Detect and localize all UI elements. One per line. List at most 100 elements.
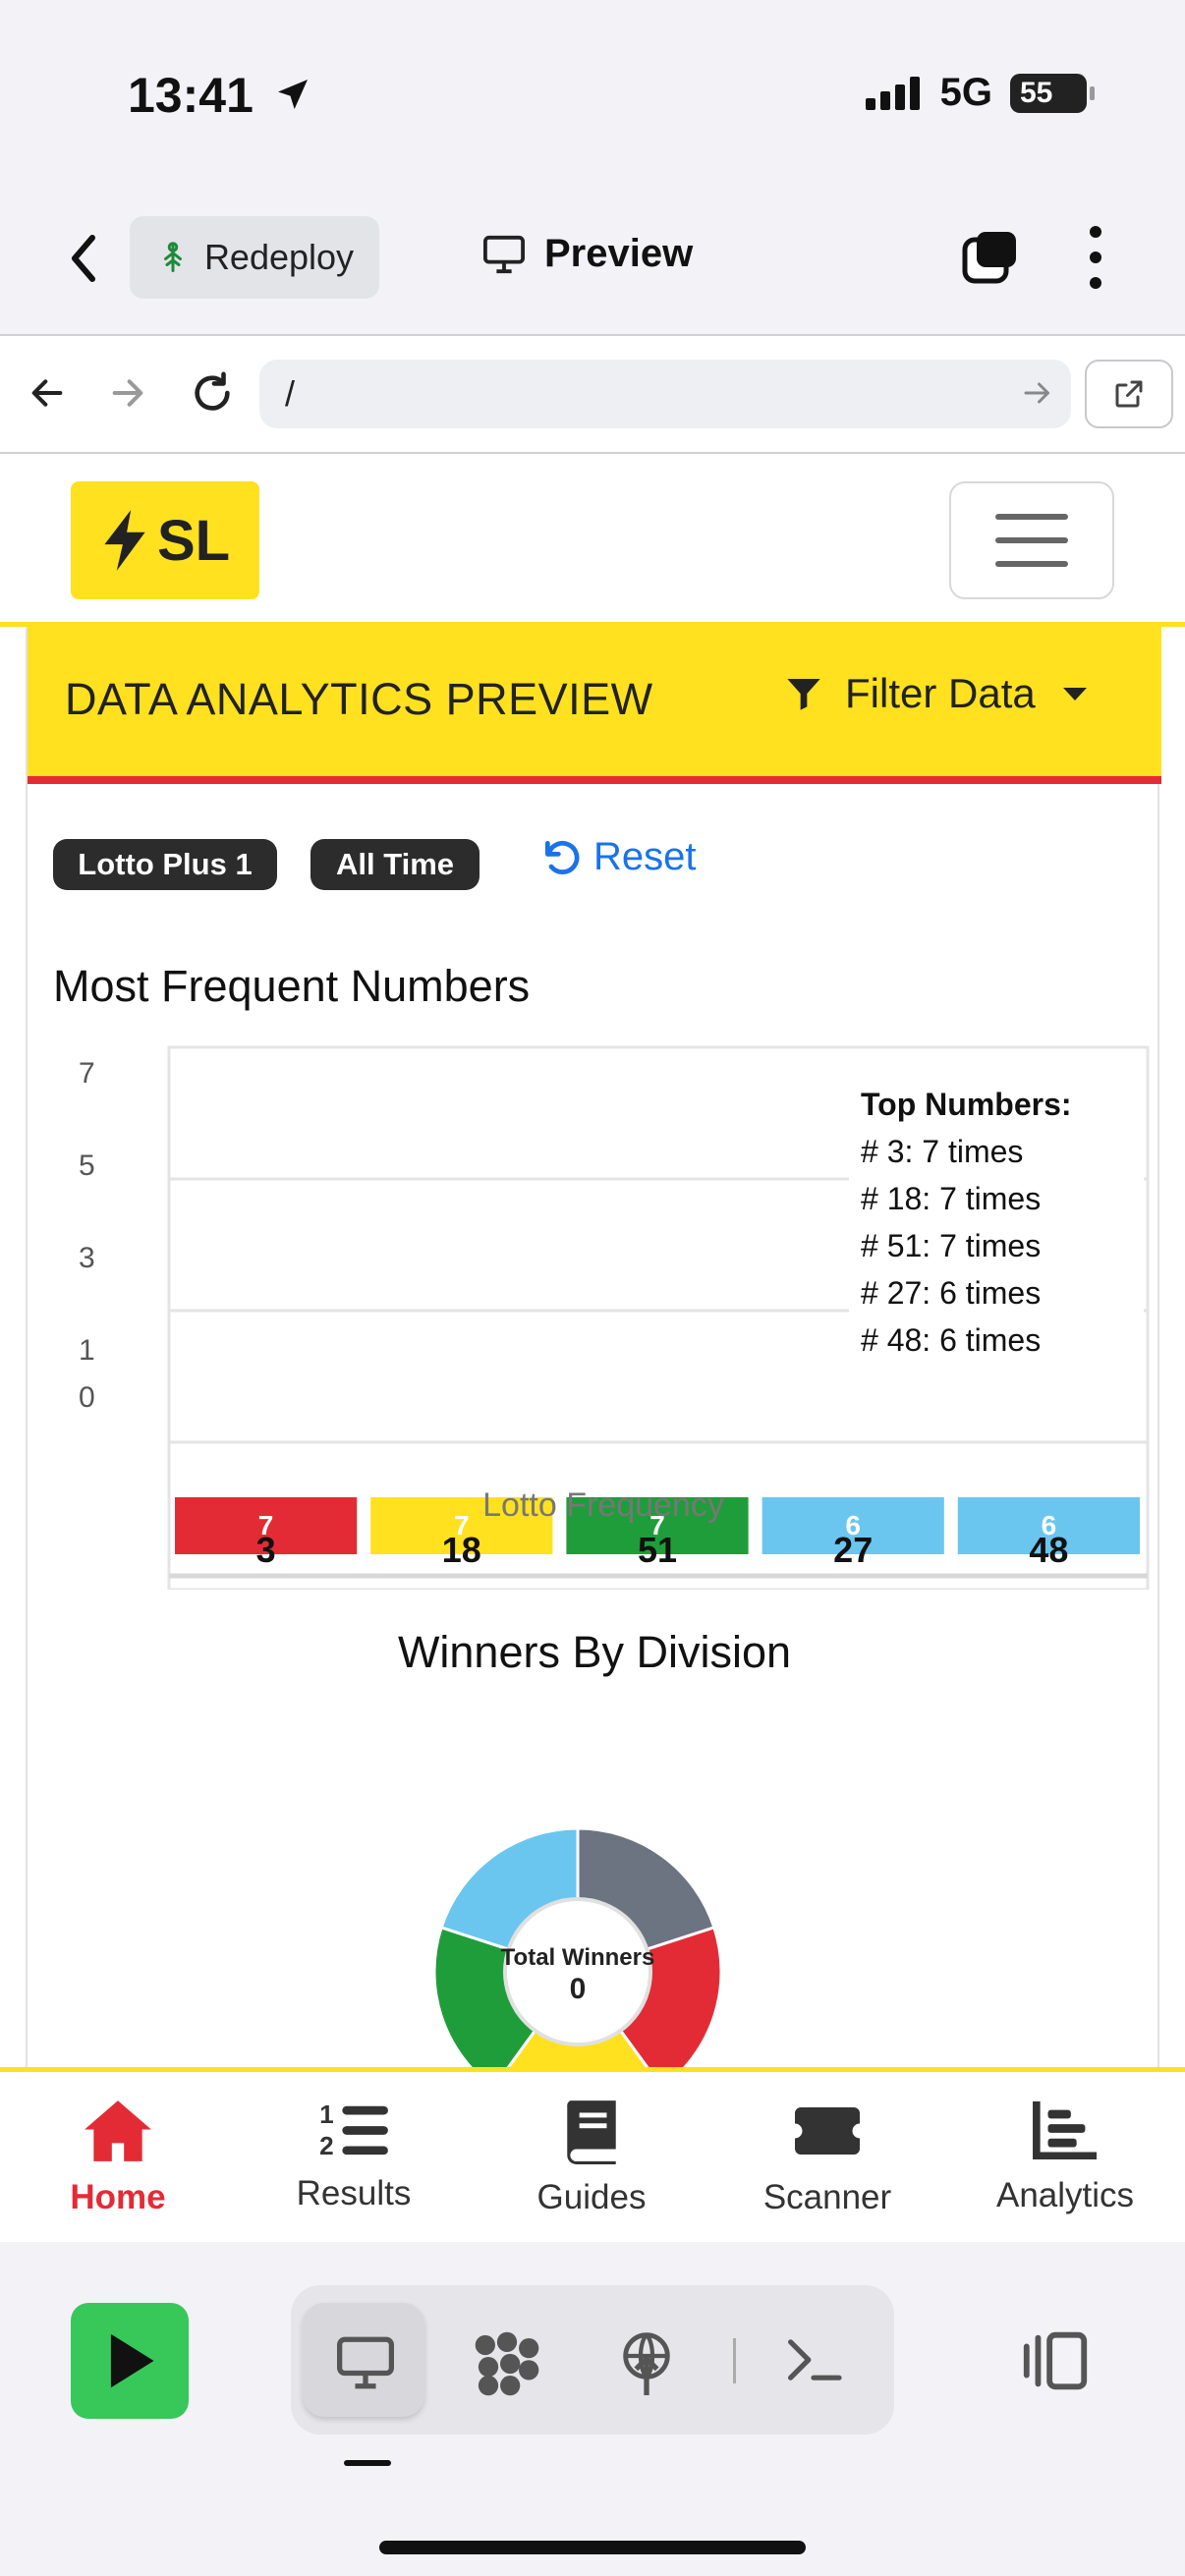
y-tick-label: 7: [79, 1057, 95, 1090]
preview-tool-button[interactable]: [303, 2303, 424, 2417]
top-number-item: # 18: 7 times: [861, 1181, 1042, 1216]
windows-icon[interactable]: [961, 228, 1020, 287]
deploy-globe-icon[interactable]: [615, 2328, 678, 2399]
chart-xlabel: Lotto Frequency: [482, 1486, 724, 1524]
y-tick-label: 5: [79, 1149, 95, 1182]
x-tick-label: 18: [442, 1530, 481, 1570]
x-tick-label: 3: [256, 1530, 276, 1570]
bar: [175, 1497, 358, 1554]
monitor-icon: [483, 235, 525, 273]
x-tick-label: 27: [833, 1530, 873, 1570]
funnel-icon: [787, 679, 820, 710]
analytics-card: DATA ANALYTICS PREVIEW Filter Data Lotto…: [26, 627, 1161, 2075]
donut-hole: [503, 1897, 652, 2046]
home-icon: [85, 2100, 151, 2161]
badge-game: Lotto Plus 1: [53, 839, 277, 890]
site-header: SL: [0, 454, 1185, 627]
external-link-icon: [1115, 380, 1143, 408]
plot-frame: [167, 1045, 1150, 1590]
winners-donut-chart: Total Winners 0: [432, 1826, 723, 2075]
card-header: DATA ANALYTICS PREVIEW Filter Data: [28, 627, 1161, 784]
split-panel-icon[interactable]: [1018, 2328, 1093, 2393]
bar-value-label: 6: [845, 1510, 861, 1540]
donut-center-value: 0: [570, 1973, 587, 2005]
winners-title: Winners By Division: [397, 1627, 792, 1677]
nav-back-icon[interactable]: [18, 364, 77, 422]
book-icon: [567, 2100, 616, 2164]
home-indicator: [379, 2541, 806, 2554]
menu-toggle-button[interactable]: [949, 481, 1114, 599]
toolbar-divider: [733, 2338, 736, 2383]
top-number-item: # 27: 6 times: [861, 1275, 1042, 1311]
tab-label: Home: [70, 2178, 166, 2216]
top-numbers-panel: Top Numbers: # 3: 7 times # 18: 7 times …: [849, 1081, 1144, 1364]
bar: [957, 1497, 1140, 1554]
bar-value-label: 6: [1042, 1510, 1057, 1540]
play-icon: [110, 2333, 154, 2388]
status-time: 13:41: [128, 67, 312, 124]
reload-icon[interactable]: [183, 364, 242, 422]
logo-text: SL: [156, 508, 231, 573]
agent-icon[interactable]: [470, 2328, 544, 2399]
tab-analytics[interactable]: Analytics: [967, 2098, 1163, 2215]
battery-icon: 55: [1010, 73, 1095, 113]
ide-toolbar: [291, 2285, 894, 2435]
lightning-bolt-icon: [104, 510, 145, 571]
back-chevron-icon[interactable]: [61, 228, 106, 289]
top-number-item: # 3: 7 times: [861, 1134, 1024, 1169]
monitor-icon: [337, 2336, 394, 2389]
preview-label: Preview: [544, 232, 694, 275]
network-type: 5G: [939, 71, 992, 114]
y-tick-label: 3: [79, 1242, 95, 1274]
tab-guides[interactable]: Guides: [493, 2098, 690, 2217]
donut-center-label: Total Winners: [501, 1944, 655, 1971]
open-external-button[interactable]: [1085, 360, 1173, 428]
ticket-icon: [795, 2107, 860, 2155]
deploy-tree-icon: [163, 242, 182, 272]
svg-text:1: 1: [319, 2100, 334, 2129]
filter-label: Filter Data: [845, 670, 1036, 716]
terminal-icon[interactable]: [782, 2334, 845, 2385]
reset-button[interactable]: Reset: [540, 835, 697, 879]
tab-label: Guides: [536, 2178, 647, 2216]
top-numbers-title: Top Numbers:: [861, 1087, 1072, 1122]
active-tool-indicator: [344, 2460, 391, 2466]
preview-tab[interactable]: Preview: [481, 232, 693, 276]
tab-label: Scanner: [762, 2178, 892, 2216]
y-tick-label: 1: [79, 1334, 95, 1367]
status-time-text: 13:41: [128, 68, 254, 123]
site-logo[interactable]: SL: [71, 481, 259, 599]
badge-period: All Time: [310, 839, 480, 890]
status-indicators: 5G 55: [865, 71, 1095, 115]
top-number-item: # 51: 7 times: [861, 1228, 1042, 1263]
go-arrow-icon[interactable]: [1020, 375, 1055, 411]
tab-home[interactable]: Home: [20, 2098, 216, 2217]
bar-chart-icon: [1033, 2100, 1098, 2160]
tab-label: Results: [296, 2174, 412, 2212]
redeploy-label: Redeploy: [203, 237, 355, 277]
url-text: /: [285, 373, 296, 414]
bar: [566, 1497, 749, 1554]
bar: [370, 1497, 553, 1554]
signal-icon: [865, 76, 920, 110]
reset-label: Reset: [593, 835, 697, 878]
bar-value-label: 7: [649, 1510, 665, 1540]
url-input[interactable]: /: [259, 360, 1071, 428]
undo-icon: [544, 840, 580, 874]
more-options-icon[interactable]: [1081, 226, 1110, 289]
redeploy-button[interactable]: Redeploy: [130, 216, 379, 299]
battery-level: 55: [1020, 76, 1053, 109]
tab-scanner[interactable]: Scanner: [729, 2098, 926, 2217]
nav-forward-icon[interactable]: [98, 364, 157, 422]
x-tick-label: 51: [638, 1530, 677, 1570]
caret-down-icon: [1062, 687, 1087, 700]
card-title: DATA ANALYTICS PREVIEW: [65, 674, 653, 724]
bar-value-label: 7: [258, 1510, 274, 1540]
top-number-item: # 48: 6 times: [861, 1322, 1042, 1358]
filter-data-dropdown[interactable]: Filter Data: [784, 670, 1087, 717]
list-ordered-icon: 12: [319, 2100, 388, 2160]
website-viewport: SL DATA ANALYTICS PREVIEW Filter Data Lo…: [0, 454, 1185, 2075]
run-button[interactable]: [71, 2303, 189, 2419]
